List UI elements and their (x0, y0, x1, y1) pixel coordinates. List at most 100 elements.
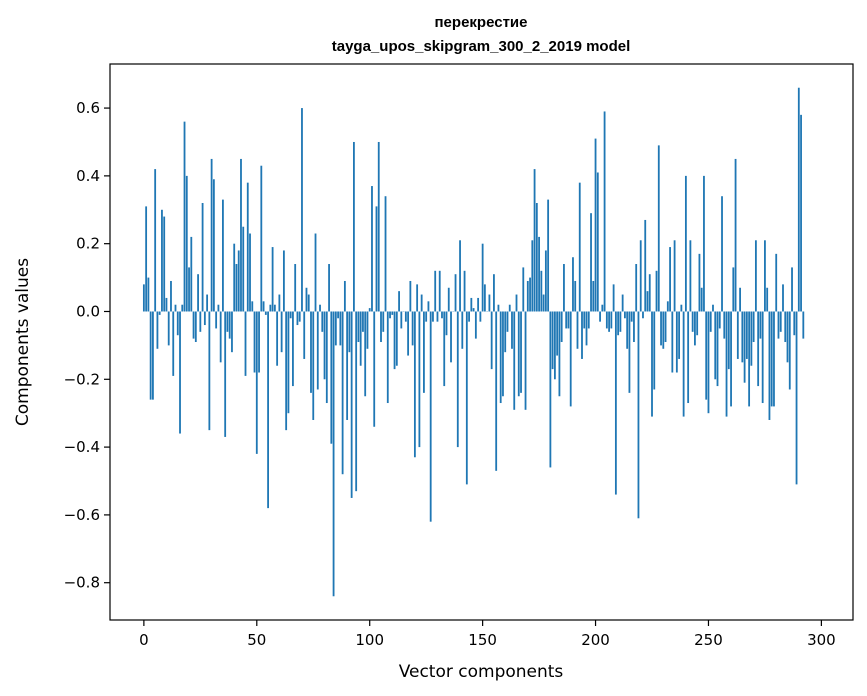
bar-55 (267, 311, 269, 509)
bar-188 (567, 311, 570, 329)
bar-119 (411, 311, 414, 346)
bar-34 (219, 311, 222, 363)
bar-7 (158, 311, 161, 315)
bar-153 (488, 294, 491, 312)
bar-104 (377, 141, 380, 312)
bar-217 (633, 311, 635, 342)
bar-150 (481, 243, 484, 312)
bar-114 (400, 311, 403, 329)
bar-54 (264, 311, 267, 315)
bar-51 (258, 311, 260, 373)
bar-203 (601, 304, 604, 312)
bar-103 (375, 206, 378, 312)
bar-250 (707, 311, 710, 414)
bar-222 (644, 219, 647, 312)
bar-77 (316, 311, 319, 390)
bar-265 (741, 311, 744, 363)
bar-0 (142, 284, 145, 312)
bar-145 (470, 297, 473, 312)
bar-245 (696, 311, 699, 336)
bar-26 (201, 203, 204, 312)
bar-285 (786, 311, 789, 363)
bar-216 (630, 311, 633, 322)
bar-56 (269, 304, 272, 312)
bar-136 (450, 311, 452, 363)
bar-84 (332, 311, 335, 597)
bar-144 (468, 311, 470, 322)
bar-106 (382, 311, 385, 332)
bar-129 (434, 270, 437, 312)
bar-132 (441, 311, 443, 319)
bar-271 (754, 240, 757, 312)
bar-40 (233, 243, 236, 312)
x-tick-label: 0 (139, 631, 149, 649)
bar-232 (666, 301, 669, 312)
bar-239 (682, 311, 685, 417)
y-axis-label: Components values (13, 258, 33, 426)
bar-205 (605, 311, 608, 329)
bar-235 (673, 240, 676, 312)
bar-107 (384, 196, 387, 312)
bar-86 (337, 311, 339, 319)
bar-14 (174, 304, 177, 312)
bar-204 (603, 111, 606, 312)
bar-38 (228, 311, 231, 339)
bar-277 (768, 311, 771, 420)
bar-58 (273, 304, 276, 312)
bar-69 (298, 311, 301, 322)
bar-163 (511, 311, 513, 349)
bar-149 (479, 311, 482, 322)
bar-243 (691, 311, 694, 332)
x-tick-label: 250 (694, 631, 723, 649)
bar-218 (635, 264, 638, 312)
bar-172 (531, 240, 534, 312)
bar-276 (766, 287, 769, 312)
bar-198 (590, 213, 592, 312)
bar-71 (303, 311, 306, 359)
x-tick-label: 300 (807, 631, 836, 649)
bar-124 (423, 311, 425, 393)
bar-246 (698, 253, 701, 312)
bar-228 (657, 145, 660, 312)
bar-184 (558, 311, 561, 397)
bar-187 (565, 311, 568, 329)
bar-211 (619, 311, 622, 332)
bar-191 (574, 280, 577, 312)
bar-287 (791, 267, 793, 312)
bar-17 (181, 304, 184, 312)
bar-267 (745, 311, 748, 359)
bar-92 (350, 311, 353, 498)
bar-213 (624, 311, 626, 319)
bar-177 (542, 294, 545, 312)
bar-139 (456, 311, 459, 448)
bar-80 (323, 311, 326, 380)
bar-63 (285, 311, 288, 431)
bar-241 (687, 311, 690, 404)
bar-59 (276, 311, 279, 366)
bar-199 (592, 280, 595, 312)
bar-193 (578, 182, 581, 312)
y-tick-label: −0.8 (64, 574, 100, 592)
bar-170 (526, 280, 529, 312)
bar-105 (380, 311, 382, 342)
bar-249 (705, 311, 708, 400)
bar-244 (694, 311, 696, 346)
bar-165 (515, 294, 518, 312)
bar-79 (321, 311, 324, 332)
y-tick-label: −0.2 (64, 370, 100, 388)
bar-46 (246, 182, 249, 312)
bar-169 (524, 311, 527, 410)
bar-200 (594, 138, 597, 312)
bar-127 (429, 311, 432, 522)
bar-275 (764, 240, 766, 312)
bar-174 (535, 203, 538, 312)
bar-43 (240, 158, 242, 312)
bars-group (142, 87, 805, 597)
bar-207 (610, 311, 613, 329)
bar-23 (194, 311, 197, 342)
bar-108 (386, 311, 389, 404)
bar-160 (504, 311, 507, 353)
bar-12 (170, 280, 172, 312)
bar-72 (305, 287, 308, 312)
bar-121 (416, 284, 419, 312)
